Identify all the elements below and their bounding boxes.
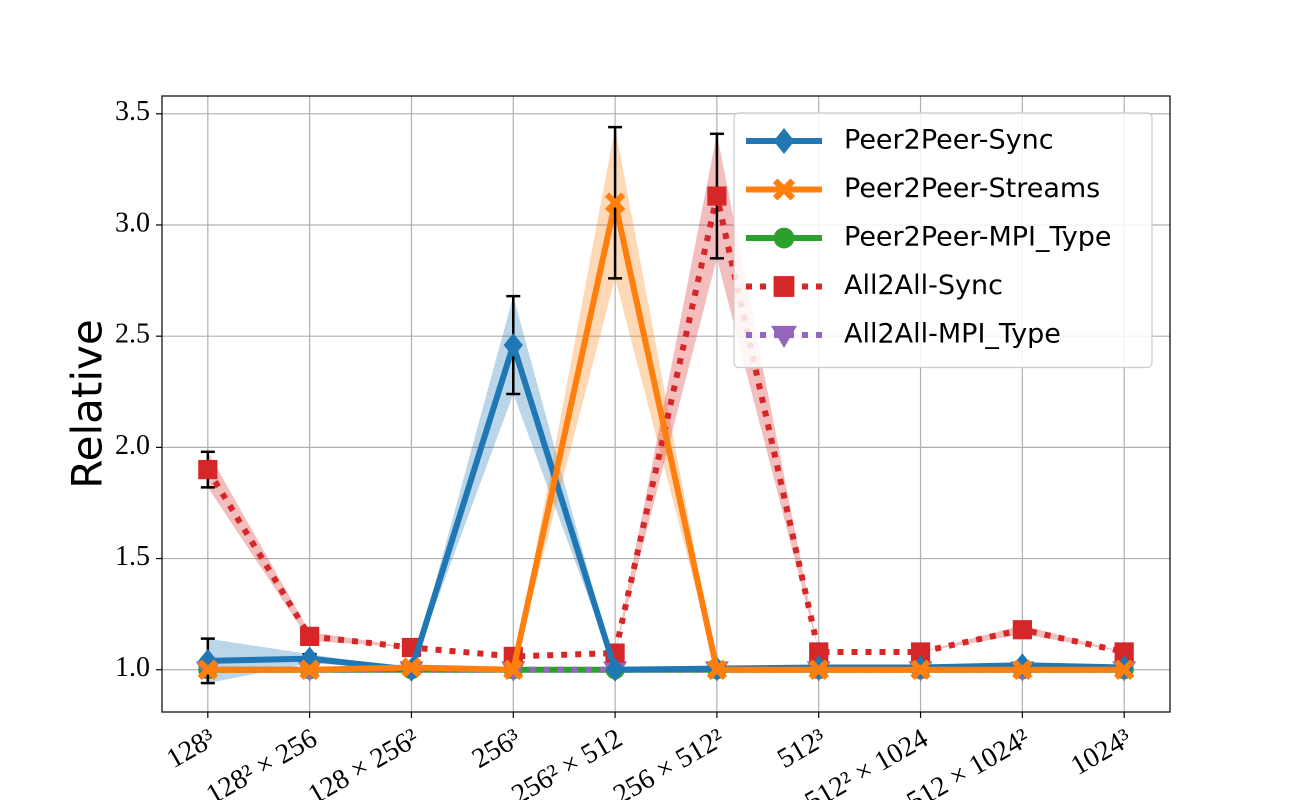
- marker: [706, 659, 728, 680]
- marker: [401, 657, 422, 678]
- marker: [1114, 642, 1134, 662]
- marker: [707, 186, 727, 206]
- marker: [910, 642, 931, 662]
- x-tick-label: 256³: [467, 723, 526, 775]
- marker: [772, 178, 796, 201]
- y-tick-label: 1.0: [115, 652, 150, 683]
- marker: [605, 657, 625, 682]
- error-band: [207, 133, 1125, 657]
- marker: [773, 227, 795, 249]
- legend: Peer2Peer-Sync Peer2Peer-Streams Peer2Peer…: [733, 112, 1153, 369]
- x-tick-label: 1024³: [1066, 723, 1137, 782]
- marker: [604, 192, 626, 213]
- legend-label: Peer2Peer-MPI_Type: [844, 222, 1112, 253]
- error-band: [207, 127, 1125, 670]
- marker: [1012, 620, 1032, 640]
- marker: [197, 659, 219, 680]
- marker: [771, 325, 797, 348]
- x-tick-label: 128³: [161, 723, 220, 775]
- marker: [773, 128, 795, 154]
- marker: [809, 642, 829, 662]
- x-tick-label: 128² × 256: [201, 723, 322, 800]
- marker: [910, 659, 931, 680]
- plot-frame: [161, 95, 1171, 713]
- y-tick-label: 3.0: [115, 207, 150, 238]
- y-tick-label: 2.0: [115, 430, 150, 461]
- x-tick-label: 256 × 512²: [608, 723, 729, 800]
- legend-label: Peer2Peer-Sync: [844, 125, 1054, 156]
- y-axis-label: Relative: [63, 319, 112, 488]
- marker: [198, 460, 218, 480]
- marker: [503, 333, 523, 358]
- y-tick-label: 2.5: [115, 319, 150, 350]
- marker: [1113, 659, 1135, 680]
- y-tick-label: 3.5: [115, 96, 150, 127]
- x-tick-label: 512³: [772, 723, 831, 775]
- series-line: [207, 335, 1125, 673]
- marker: [299, 659, 320, 680]
- series-line: [207, 202, 1125, 673]
- marker: [503, 659, 524, 680]
- x-tick-label: 128 × 256²: [303, 723, 424, 800]
- marker: [773, 276, 795, 297]
- marker: [1012, 659, 1033, 680]
- legend-label: All2All-MPI_Type: [844, 319, 1061, 350]
- legend-label: Peer2Peer-Streams: [844, 173, 1100, 204]
- y-tick-label: 1.5: [115, 541, 150, 572]
- legend-label: All2All-Sync: [844, 270, 1003, 301]
- marker: [300, 626, 320, 646]
- legend-box: [733, 112, 1153, 369]
- x-tick-label: 256² × 512: [506, 723, 627, 800]
- marker: [808, 659, 829, 680]
